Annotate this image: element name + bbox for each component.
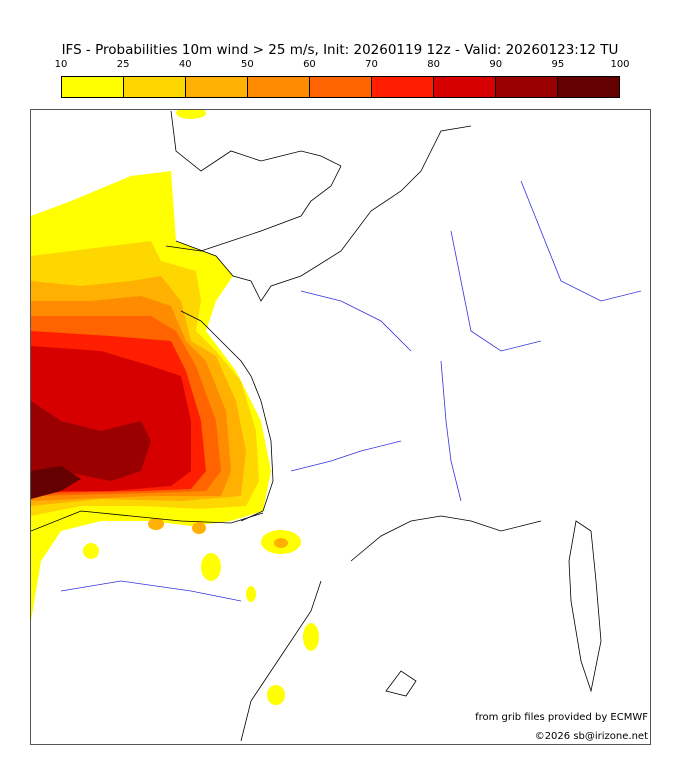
colorbar-segment-1 (124, 77, 186, 97)
colorbar-segment-7 (496, 77, 558, 97)
map-title: IFS - Probabilities 10m wind > 25 m/s, I… (61, 42, 619, 58)
prob-95-100 (31, 466, 81, 499)
colorbar-tick: 25 (116, 59, 130, 70)
probability-map (30, 109, 651, 745)
colorbar-tick: 80 (427, 59, 441, 70)
colorbar-segment-6 (434, 77, 496, 97)
colorbar-tick: 70 (365, 59, 378, 70)
colorbar-segment-4 (310, 77, 372, 97)
colorbar-segment-8 (558, 77, 619, 97)
colorbar-tick: 50 (240, 59, 254, 70)
data-source-credit: from grib files provided by ECMWF (475, 712, 648, 723)
colorbar-segment-0 (62, 77, 124, 97)
colorbar-tick: 40 (178, 59, 192, 70)
copyright-credit: ©2026 sb@irizone.net (534, 731, 648, 742)
colorbar-segment-3 (248, 77, 310, 97)
prob-90-95 (31, 401, 151, 481)
colorbar-tick: 90 (489, 59, 503, 70)
colorbar-tick: 100 (610, 59, 630, 70)
coastlines (31, 110, 602, 742)
colorbar-tick: 95 (551, 59, 565, 70)
rivers (60, 180, 642, 602)
probability-fields (31, 110, 319, 705)
colorbar-tick: 10 (54, 59, 68, 70)
colorbar-tick: 60 (303, 59, 316, 70)
colorbar-segment-5 (372, 77, 434, 97)
colorbar-segment-2 (186, 77, 248, 97)
map-canvas (31, 110, 642, 742)
colorbar (61, 76, 620, 98)
